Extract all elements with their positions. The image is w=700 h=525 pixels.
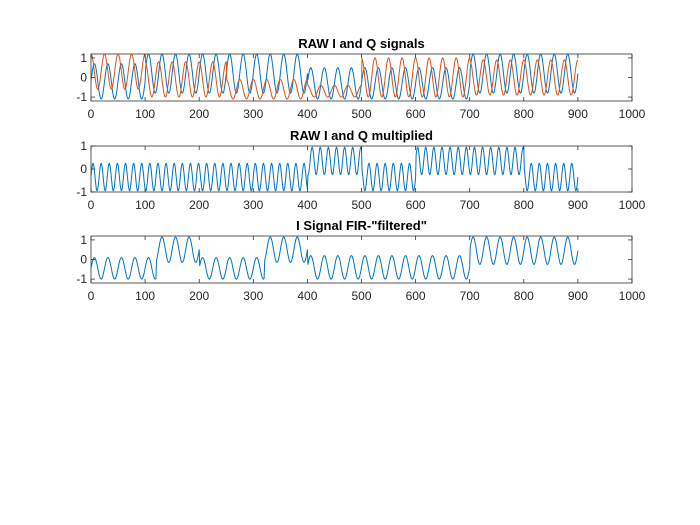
x-tick-label: 500 [351, 289, 371, 303]
x-tick-label: 800 [514, 289, 534, 303]
y-tick-label: 1 [80, 233, 87, 247]
x-tick-label: 300 [243, 198, 263, 212]
x-tick-label: 300 [243, 289, 263, 303]
x-tick-label: 1000 [619, 198, 646, 212]
x-tick-label: 800 [514, 198, 534, 212]
x-tick-label: 900 [568, 107, 588, 121]
series-line-1 [91, 54, 579, 100]
y-tick-label: 0 [80, 253, 87, 267]
x-tick-label: 100 [135, 198, 155, 212]
x-tick-label: 300 [243, 107, 263, 121]
axes-3: I Signal FIR-"filtered" 0 100 200 300 400 500… [76, 218, 645, 303]
y-tick-label: -1 [76, 90, 87, 104]
x-tick-label: 600 [406, 289, 426, 303]
x-tick-label: 0 [88, 289, 95, 303]
x-tick-label: 100 [135, 107, 155, 121]
x-tick-label: 400 [297, 198, 317, 212]
x-tick-label: 200 [189, 289, 209, 303]
series-group [91, 236, 579, 280]
y-tick-label: -1 [76, 272, 87, 286]
x-tick-label: 500 [351, 107, 371, 121]
x-tick-label: 0 [88, 198, 95, 212]
x-tick-label: 100 [135, 289, 155, 303]
x-tick-label: 500 [351, 198, 371, 212]
x-tick-label: 900 [568, 289, 588, 303]
x-tick-label: 900 [568, 198, 588, 212]
y-tick-label: 1 [80, 51, 87, 65]
x-tick-label: 0 [88, 107, 95, 121]
plot-area [90, 235, 633, 284]
chart-title: I Signal FIR-"filtered" [296, 218, 427, 233]
x-tick-label: 600 [406, 198, 426, 212]
x-tick-label: 400 [297, 289, 317, 303]
axes-2: RAW I and Q multiplied 0 100 200 300 400 500 6… [76, 128, 645, 212]
chart-title: RAW I and Q signals [298, 36, 424, 51]
series-group [91, 54, 579, 100]
x-tick-label: 400 [297, 107, 317, 121]
y-tick-label: -1 [76, 185, 87, 199]
x-tick-label: 700 [460, 198, 480, 212]
series-line-1 [91, 236, 579, 280]
x-tick-label: 800 [514, 107, 534, 121]
x-tick-label: 1000 [619, 107, 646, 121]
axes-1: RAW I and Q signals 0 100 200 300 400 500 600 7… [76, 36, 645, 121]
x-tick-label: 600 [406, 107, 426, 121]
y-tick-label: 0 [80, 71, 87, 85]
x-tick-label: 700 [460, 289, 480, 303]
series-group [91, 146, 579, 192]
y-tick-label: 0 [80, 162, 87, 176]
x-tick-label: 200 [189, 107, 209, 121]
series-line-1 [91, 146, 579, 192]
x-tick-label: 1000 [619, 289, 646, 303]
series-line-2 [91, 54, 579, 100]
x-tick-label: 200 [189, 198, 209, 212]
x-tick-label: 700 [460, 107, 480, 121]
chart-title: RAW I and Q multiplied [290, 128, 433, 143]
y-tick-label: 1 [80, 139, 87, 153]
